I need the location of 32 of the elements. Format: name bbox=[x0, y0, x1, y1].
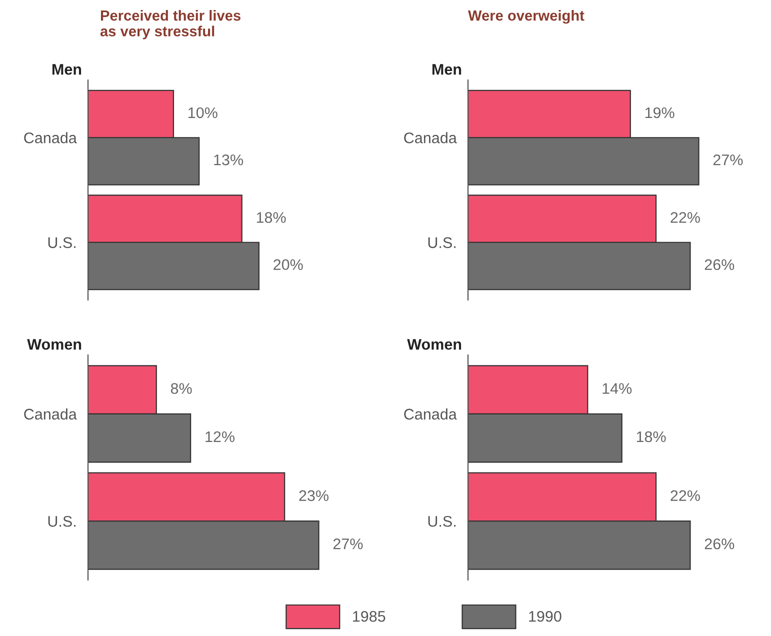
data-label: 26% bbox=[704, 538, 734, 550]
data-label: 10% bbox=[188, 107, 218, 118]
y-tick-label: U.S. bbox=[48, 237, 76, 248]
y-tick-label: Canada bbox=[24, 408, 77, 420]
data-label: 18% bbox=[636, 431, 666, 442]
data-label: 14% bbox=[602, 383, 632, 394]
legend-label: 1985 bbox=[353, 610, 386, 622]
chart-subtitle: Women bbox=[27, 339, 82, 350]
data-label: 19% bbox=[645, 107, 674, 118]
data-label: 22% bbox=[670, 212, 700, 223]
data-label: 27% bbox=[713, 154, 743, 166]
y-tick-label: Canada bbox=[404, 132, 457, 144]
data-label: 22% bbox=[670, 490, 700, 502]
chart-subtitle: Men bbox=[432, 64, 462, 75]
data-label: 23% bbox=[299, 490, 329, 502]
y-tick-label: Canada bbox=[24, 132, 77, 144]
chart-title: Were overweight bbox=[468, 10, 584, 24]
legend-label: 1990 bbox=[529, 610, 562, 622]
data-label: 12% bbox=[206, 431, 234, 442]
data-label: 27% bbox=[333, 538, 363, 550]
chart-title: Perceived their lives as very stressful bbox=[100, 10, 240, 40]
y-tick-label: Canada bbox=[404, 408, 457, 420]
data-label: 18% bbox=[256, 212, 286, 223]
chart-subtitle: Women bbox=[407, 339, 462, 350]
y-tick-label: U.S. bbox=[428, 516, 456, 527]
data-label: 13% bbox=[214, 154, 244, 166]
y-tick-label: U.S. bbox=[428, 237, 456, 248]
data-label: 26% bbox=[704, 259, 734, 270]
data-label: 20% bbox=[274, 259, 303, 270]
y-tick-label: U.S. bbox=[48, 516, 76, 527]
chart-subtitle: Men bbox=[52, 64, 82, 75]
data-label: 8% bbox=[170, 383, 192, 394]
